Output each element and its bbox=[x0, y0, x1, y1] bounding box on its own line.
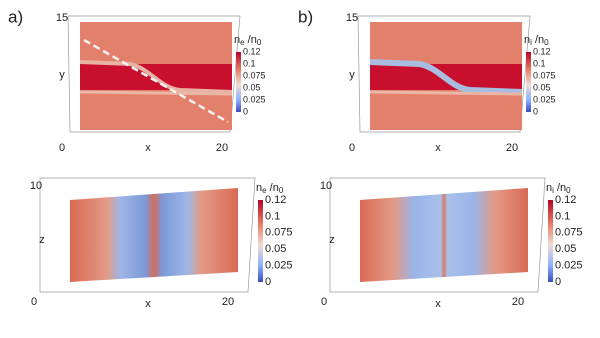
colorbar-title: ne /n0 bbox=[256, 182, 284, 195]
colorbar-tick: 0 bbox=[243, 106, 248, 116]
colorbar-tick: 0.1 bbox=[533, 58, 546, 68]
colorbar-tick: 0.1 bbox=[265, 210, 280, 222]
y-end: 10 bbox=[320, 180, 332, 192]
colorbar bbox=[526, 52, 531, 112]
sheet bbox=[79, 60, 233, 94]
colorbar bbox=[258, 200, 263, 282]
colorbar-tick: 0.05 bbox=[555, 243, 576, 255]
colorbar-tick: 0.025 bbox=[265, 260, 293, 272]
colorbar-tick: 0.12 bbox=[265, 194, 286, 206]
frame bbox=[329, 177, 546, 293]
colorbar-tick: 0.075 bbox=[265, 227, 293, 239]
sheet bbox=[369, 59, 523, 95]
x-label: x bbox=[145, 298, 151, 310]
colorbar-tick: 0 bbox=[533, 106, 538, 116]
colorbar-title-part: n bbox=[546, 182, 552, 194]
colorbar-tick: 0.1 bbox=[555, 210, 570, 222]
frame bbox=[39, 177, 256, 293]
colorbar-tick: 0.12 bbox=[555, 194, 576, 206]
colorbar-title-part: i bbox=[530, 38, 532, 47]
field bbox=[360, 188, 528, 282]
colorbar-title-part: 0 bbox=[257, 38, 262, 47]
y-label: y bbox=[59, 69, 65, 81]
x-end: 20 bbox=[216, 142, 228, 154]
colorbar-title: ne /n0 bbox=[234, 34, 262, 47]
y-label: z bbox=[329, 234, 335, 246]
y-end: 15 bbox=[346, 12, 358, 24]
y-end: 10 bbox=[30, 180, 42, 192]
colorbar-title-part: e bbox=[240, 38, 245, 47]
panel-label: a) bbox=[8, 7, 23, 26]
y-label: y bbox=[349, 69, 355, 81]
x-start: 0 bbox=[59, 142, 65, 154]
colorbar-title-part: n bbox=[524, 34, 530, 46]
colorbar-tick: 0.025 bbox=[243, 94, 266, 104]
x-label: x bbox=[435, 142, 441, 154]
x-label: x bbox=[145, 142, 151, 154]
x-start: 0 bbox=[31, 296, 37, 308]
colorbar-title-part: /n bbox=[532, 34, 544, 46]
x-start: 0 bbox=[349, 142, 355, 154]
colorbar-tick: 0.075 bbox=[533, 70, 556, 80]
colorbar-title-part: 0 bbox=[279, 186, 284, 195]
colorbar-title-part: /n bbox=[267, 182, 279, 194]
colorbar-tick: 0.12 bbox=[243, 46, 261, 56]
colorbar-tick: 0 bbox=[265, 276, 271, 288]
colorbar bbox=[548, 200, 553, 282]
colorbar-tick: 0.1 bbox=[243, 58, 256, 68]
colorbar-title-part: /n bbox=[554, 182, 566, 194]
colorbar-title-part: i bbox=[552, 186, 554, 195]
colorbar bbox=[236, 52, 241, 112]
colorbar-tick: 0.05 bbox=[243, 82, 261, 92]
colorbar-title-part: e bbox=[262, 186, 267, 195]
colorbar-tick: 0.12 bbox=[533, 46, 551, 56]
field bbox=[70, 188, 238, 282]
colorbar-tick: 0.05 bbox=[265, 243, 286, 255]
frame bbox=[67, 15, 241, 133]
x-end: 20 bbox=[512, 296, 524, 308]
x-label: x bbox=[435, 298, 441, 310]
colorbar-tick: 0.025 bbox=[533, 94, 556, 104]
frame bbox=[357, 15, 531, 133]
colorbar-tick: 0.075 bbox=[555, 227, 583, 239]
colorbar-tick: 0.05 bbox=[533, 82, 551, 92]
x-end: 20 bbox=[506, 142, 518, 154]
cut-line bbox=[83, 38, 229, 124]
colorbar-tick: 0 bbox=[555, 276, 561, 288]
colorbar-title-part: 0 bbox=[566, 186, 571, 195]
sheet-low bbox=[79, 90, 233, 96]
y-label: z bbox=[39, 234, 45, 246]
panel-label: b) bbox=[298, 7, 313, 26]
colorbar-title-part: n bbox=[234, 34, 240, 46]
colorbar-title-part: n bbox=[256, 182, 262, 194]
colorbar-tick: 0.075 bbox=[243, 70, 266, 80]
x-start: 0 bbox=[321, 296, 327, 308]
colorbar-title: ni /n0 bbox=[524, 34, 549, 47]
x-end: 20 bbox=[222, 296, 234, 308]
colorbar-title: ni /n0 bbox=[546, 182, 571, 195]
sheet-low bbox=[369, 90, 523, 96]
colorbar-title-part: /n bbox=[245, 34, 257, 46]
colorbar-tick: 0.025 bbox=[555, 260, 583, 272]
colorbar-title-part: 0 bbox=[544, 38, 549, 47]
y-end: 15 bbox=[56, 12, 68, 24]
